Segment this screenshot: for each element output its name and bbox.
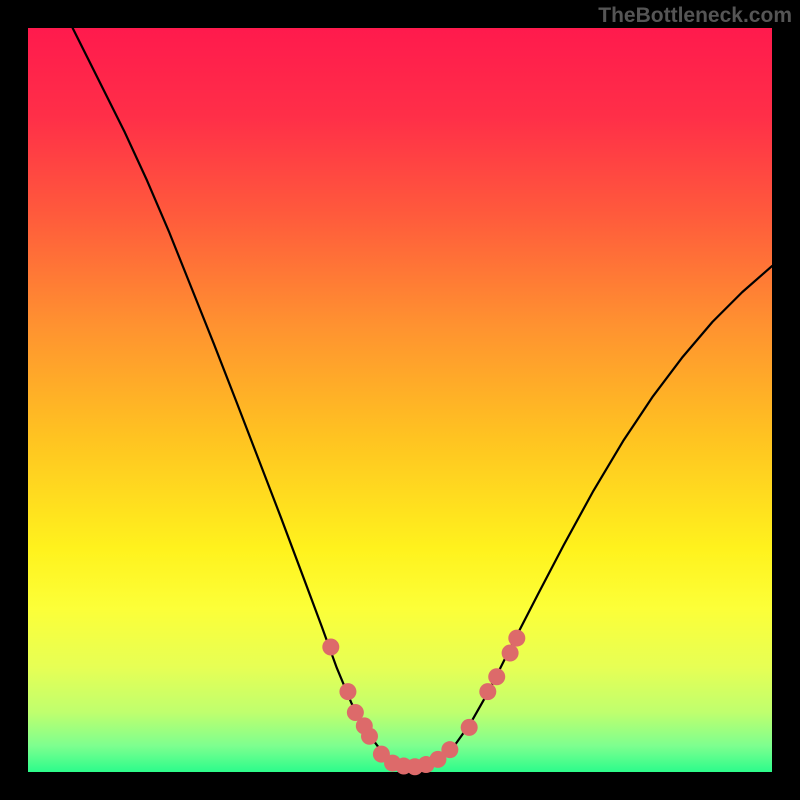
curve-marker [461,719,478,736]
plot-background [28,28,772,772]
curve-marker [488,668,505,685]
curve-marker [479,683,496,700]
watermark-text: TheBottleneck.com [598,4,792,28]
curve-marker [441,741,458,758]
bottleneck-curve-chart [0,0,800,800]
curve-marker [361,728,378,745]
curve-marker [322,639,339,656]
curve-marker [502,644,519,661]
curve-marker [339,683,356,700]
curve-marker [508,630,525,647]
chart-container: TheBottleneck.com [0,0,800,800]
